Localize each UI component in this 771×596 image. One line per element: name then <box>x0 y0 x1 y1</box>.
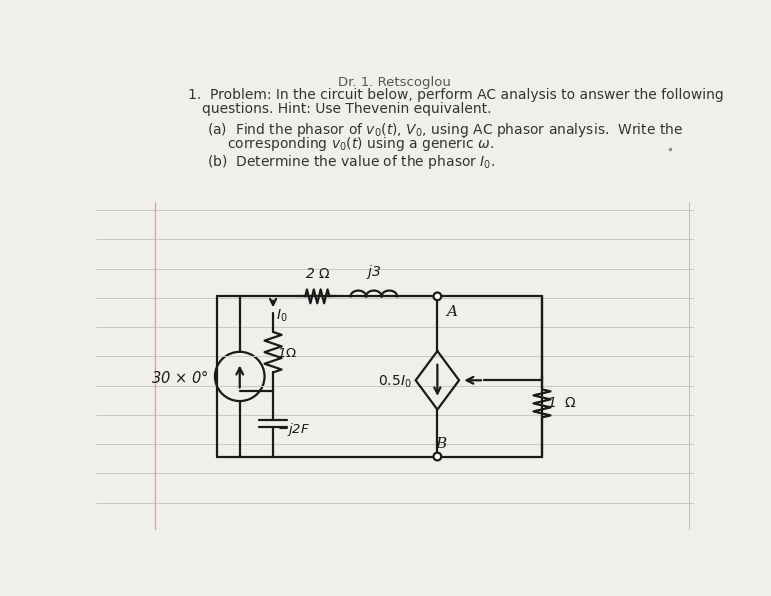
Text: A: A <box>446 305 457 319</box>
Text: $I_0$: $I_0$ <box>276 307 288 324</box>
Text: B: B <box>436 437 447 451</box>
Text: (a)  Find the phasor of $v_0(t)$, $V_0$, using AC phasor analysis.  Write the: (a) Find the phasor of $v_0(t)$, $V_0$, … <box>207 121 683 139</box>
Text: $j$3: $j$3 <box>366 263 382 281</box>
Text: $-j$2F: $-j$2F <box>277 421 310 439</box>
Text: 1.  Problem: In the circuit below, perform AC analysis to answer the following: 1. Problem: In the circuit below, perfor… <box>188 88 723 103</box>
Text: 30 $\times$ 0°: 30 $\times$ 0° <box>151 370 209 386</box>
Text: Dr. 1. Retscoglou: Dr. 1. Retscoglou <box>338 76 451 89</box>
Text: 1$\Omega$: 1$\Omega$ <box>277 347 297 360</box>
Text: 1  $\Omega$: 1 $\Omega$ <box>547 396 577 411</box>
Text: 2 $\Omega$: 2 $\Omega$ <box>305 267 330 281</box>
Text: $0.5I_0$: $0.5I_0$ <box>378 374 412 390</box>
Text: questions. Hint: Use Thevenin equivalent.: questions. Hint: Use Thevenin equivalent… <box>202 103 491 116</box>
Circle shape <box>433 453 441 460</box>
Text: corresponding $v_0(t)$ using a generic $\omega$.: corresponding $v_0(t)$ using a generic $… <box>227 135 493 153</box>
Text: (b)  Determine the value of the phasor $I_0$.: (b) Determine the value of the phasor $I… <box>207 153 496 171</box>
Circle shape <box>433 293 441 300</box>
